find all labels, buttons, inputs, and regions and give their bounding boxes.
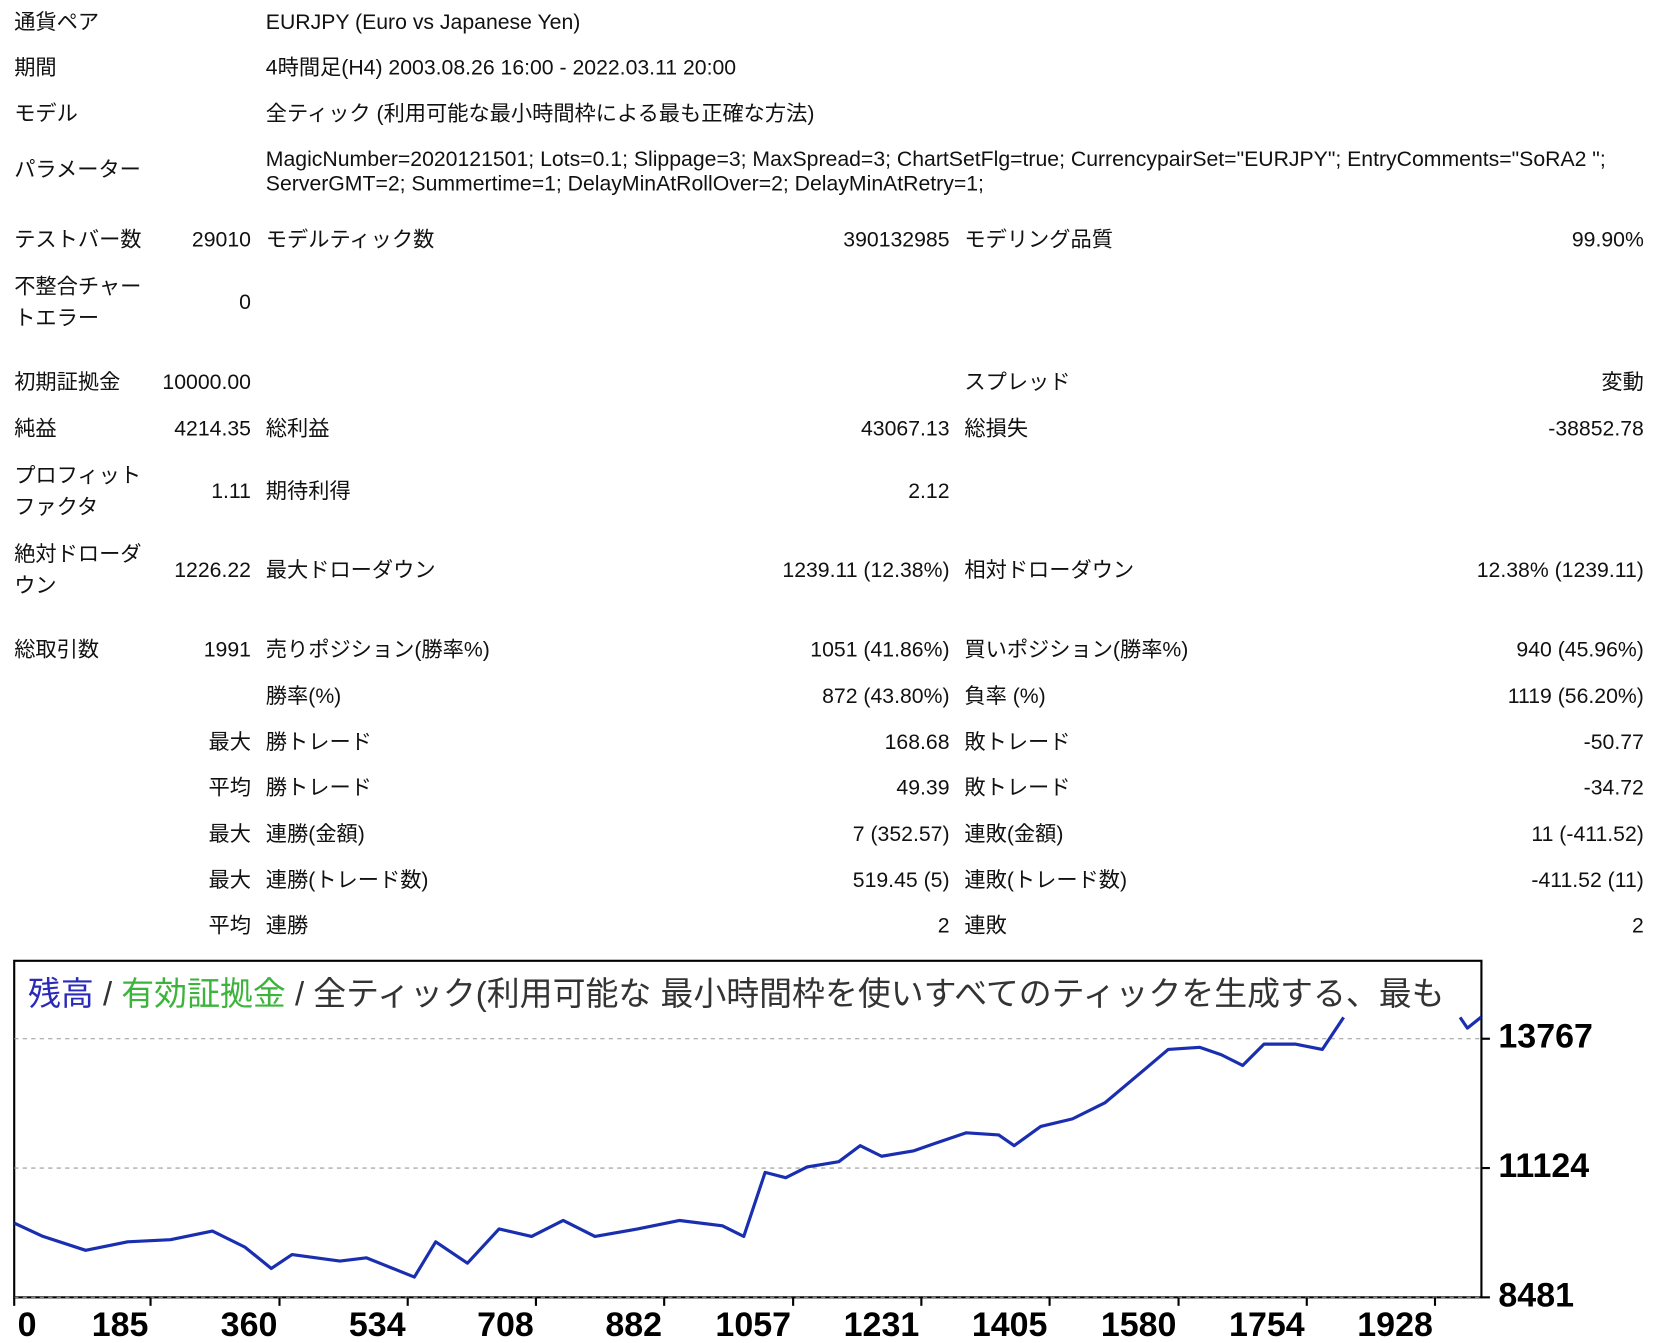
stat-value: 29010 [192, 229, 251, 252]
plot-frame [13, 959, 1483, 1299]
stat-label: 勝率(%) [266, 684, 341, 708]
stat-label: 不整合チャー [14, 274, 141, 298]
x-tick-label: 1580 [1101, 1306, 1177, 1343]
stat-label: 連勝(金額) [266, 822, 365, 846]
stat-label: 敗トレード [964, 730, 1070, 754]
stat-value: 390132985 [843, 229, 949, 252]
stat-label: 負率 (%) [964, 684, 1045, 708]
stat-value: -411.52 (11) [1531, 869, 1643, 892]
stat-value: 1991 [204, 638, 251, 661]
stat-value: 1.11 [211, 480, 251, 503]
stat-value: 1226.22 [174, 559, 251, 582]
x-tick-label: 0 [18, 1306, 37, 1343]
field-label: 通貨ペア [14, 10, 99, 34]
chart-title-part: / [94, 975, 121, 1012]
chart-title: 残高 / 有効証拠金 / 全ティック(利用可能な 最小時間枠を使いすべてのティッ… [28, 975, 1445, 1012]
stat-label: 総取引数 [14, 637, 99, 661]
stat-label: 買いポジション(勝率%) [964, 637, 1188, 661]
y-tick-label: 13767 [1498, 1018, 1592, 1056]
stat-value: 平均 [209, 775, 251, 799]
field-value: EURJPY (Euro vs Japanese Yen) [266, 11, 581, 34]
stat-value: 2 [938, 914, 950, 937]
field-label: モデル [14, 101, 78, 125]
stat-label: 勝トレード [266, 775, 372, 799]
x-tick-label: 882 [605, 1306, 662, 1343]
stat-value: 49.39 [896, 776, 949, 799]
stat-label: 勝トレード [266, 730, 372, 754]
x-tick-label: 534 [349, 1306, 406, 1343]
stat-value: 1051 (41.86%) [810, 638, 949, 661]
stat-label: 最大ドローダウン [266, 558, 436, 582]
stat-value: 12.38% (1239.11) [1477, 559, 1644, 582]
x-tick-label: 708 [477, 1306, 534, 1343]
stat-value: 0 [239, 291, 251, 314]
stat-label: 連勝 [266, 913, 308, 937]
stat-label: 初期証拠金 [14, 370, 120, 394]
stat-label: 純益 [14, 417, 56, 441]
stat-value: -34.72 [1584, 776, 1644, 799]
stat-value: 872 (43.80%) [822, 685, 949, 708]
y-tick-label: 8481 [1498, 1276, 1574, 1314]
stat-value: 変動 [1601, 370, 1643, 394]
y-tick-label: 11124 [1498, 1147, 1589, 1185]
field-value: 全ティック (利用可能な最小時間枠による最も正確な方法) [266, 101, 815, 125]
stat-value: 99.90% [1572, 229, 1644, 252]
stat-label: プロフィット [14, 464, 141, 487]
stat-label: 期待利得 [266, 479, 351, 503]
chart-title-part: 有効証拠金 [121, 975, 286, 1012]
stat-value: 最大 [209, 868, 251, 892]
stat-value: 2 [1632, 914, 1644, 937]
stat-value: 最大 [209, 730, 251, 754]
stat-value: 519.45 (5) [853, 869, 950, 892]
stat-label: モデリング品質 [964, 228, 1113, 252]
stat-value: 11 (-411.52) [1531, 823, 1643, 846]
stat-label: 連勝(トレード数) [266, 868, 429, 892]
stat-label: ファクタ [14, 496, 98, 519]
stat-label: 連敗 [964, 913, 1006, 937]
field-label: 期間 [14, 57, 56, 80]
stat-label: 敗トレード [964, 775, 1070, 799]
x-tick-label: 1231 [844, 1306, 920, 1343]
stat-label: 総利益 [266, 417, 330, 441]
stat-value: 2.12 [908, 480, 949, 503]
stat-value: 最大 [209, 822, 251, 846]
stat-label: 売りポジション(勝率%) [266, 637, 490, 661]
x-tick-label: 1928 [1357, 1306, 1433, 1343]
stat-value: 10000.00 [162, 371, 251, 394]
stat-value: 7 (352.57) [853, 823, 950, 846]
balance-line [14, 1015, 1482, 1279]
field-value: MagicNumber=2020121501; Lots=0.1; Slippa… [266, 148, 1606, 171]
stat-label: 連敗(金額) [964, 822, 1063, 846]
stat-label: 相対ドローダウン [964, 558, 1134, 582]
stat-label: 絶対ドローダ [14, 542, 141, 566]
stat-value: 168.68 [885, 731, 950, 754]
stat-label: モデルティック数 [266, 228, 434, 252]
field-label: パラメーター [14, 159, 141, 182]
chart-title-part: / 全ティック(利用可能な 最小時間枠を使いすべてのティックを生成する、最も [286, 975, 1445, 1012]
stat-label: 連敗(トレード数) [964, 868, 1127, 892]
x-tick-label: 1057 [715, 1306, 791, 1343]
stat-value: 4214.35 [174, 418, 251, 441]
x-tick-label: 360 [221, 1306, 278, 1343]
stat-value: 1119 (56.20%) [1508, 685, 1644, 708]
stat-value: 43067.13 [861, 418, 950, 441]
stat-value: 1239.11 (12.38%) [782, 559, 949, 582]
stat-label: トエラー [14, 307, 99, 330]
stat-value: -50.77 [1584, 731, 1644, 754]
stat-label: ウン [14, 575, 56, 598]
stat-value: 940 (45.96%) [1516, 638, 1643, 661]
stat-label: 総損失 [964, 417, 1028, 441]
field-value: ServerGMT=2; Summertime=1; DelayMinAtRol… [266, 172, 984, 195]
x-tick-label: 1405 [972, 1306, 1048, 1343]
stat-label: スプレッド [964, 371, 1070, 394]
x-tick-label: 185 [92, 1306, 149, 1343]
stat-value: 平均 [209, 913, 251, 937]
stat-value: -38852.78 [1548, 418, 1644, 441]
stat-label: テストバー数 [14, 228, 141, 252]
chart-title-part: 残高 [28, 975, 94, 1012]
x-tick-label: 1754 [1229, 1306, 1305, 1343]
field-value: 4時間足(H4) 2003.08.26 16:00 - 2022.03.11 2… [266, 57, 736, 80]
